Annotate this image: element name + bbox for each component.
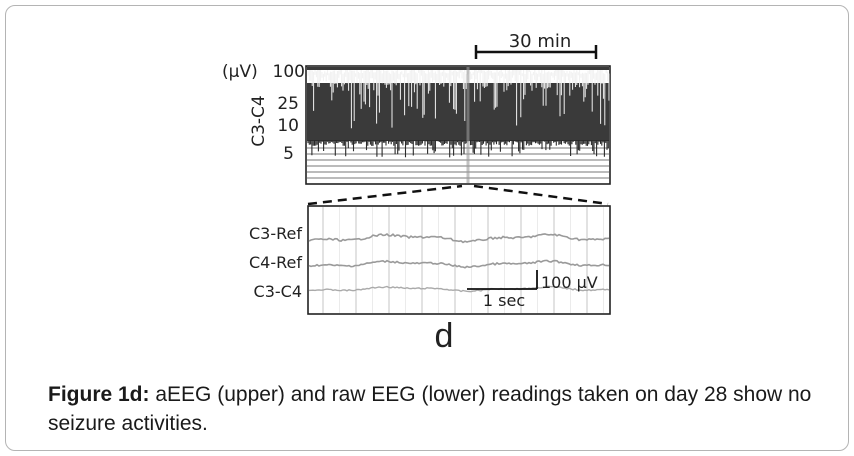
zoom-connector-left [307, 184, 463, 206]
aeeg-upper-margin-trace [307, 67, 610, 129]
aeeg-upper-spikes [307, 68, 610, 129]
aeeg-top-edge [307, 67, 609, 70]
channel-label-c4-ref: C4-Ref [249, 253, 302, 272]
figure-caption: Figure 1d: aEEG (upper) and raw EEG (low… [48, 380, 828, 438]
raw-eeg-grid [322, 207, 604, 313]
channel-label-c3-c4: C3-C4 [254, 282, 302, 301]
sec-scale-label: 1 sec [483, 291, 525, 310]
channel-label-c3-ref: C3-Ref [249, 224, 302, 243]
aeeg-panel: (μV) 100 25 10 5 C3-C4 30 min [222, 31, 611, 185]
panel-letter: d [435, 317, 454, 355]
raw-eeg-plot-frame [307, 205, 611, 315]
aeeg-tick-100: 100 [273, 62, 305, 82]
time-scale-label: 30 min [509, 31, 572, 52]
raw-eeg-panel: C3-Ref C4-Ref C3-C4 100 μV 1 sec [249, 205, 611, 315]
aeeg-channel-label: C3-C4 [249, 95, 269, 147]
trace-c3-ref [308, 233, 610, 244]
caption-label: Figure 1d: [48, 383, 150, 406]
trace-c3-c4 [308, 285, 610, 293]
trace-c4-ref [308, 259, 609, 269]
aeeg-tick-25: 25 [277, 94, 299, 114]
uv-scale-label: 100 μV [541, 273, 598, 292]
aeeg-band [307, 83, 609, 141]
caption-text: aEEG (upper) and raw EEG (lower) reading… [48, 383, 812, 435]
aeeg-unit-label: (μV) [222, 62, 258, 82]
aeeg-lower-edge [307, 140, 609, 158]
zoom-connector-right [473, 184, 609, 206]
aeeg-tick-10: 10 [277, 116, 299, 136]
aeeg-lower-margin-trace [307, 140, 609, 158]
aeeg-tick-5: 5 [283, 144, 294, 164]
eeg-figure: (μV) 100 25 10 5 C3-C4 30 min C3-Ref C4-… [222, 31, 611, 355]
